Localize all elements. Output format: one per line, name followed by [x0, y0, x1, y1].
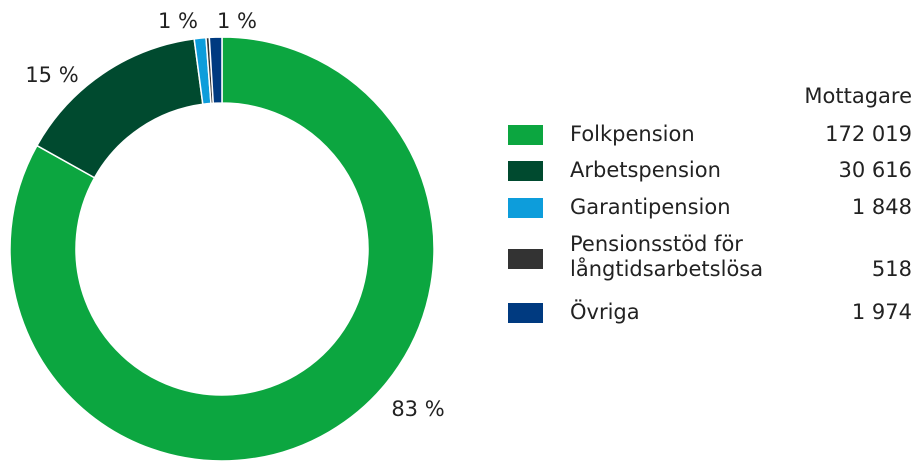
legend-swatch [508, 161, 543, 181]
percent-label: 15 % [25, 63, 78, 87]
donut-segment [35, 37, 204, 179]
legend-label: Pensionsstöd för långtidsarbetslösa [570, 232, 764, 281]
legend-value: 30 616 [838, 158, 912, 182]
percent-label: 1 % [158, 9, 198, 33]
legend-value: 518 [871, 257, 912, 281]
legend-value: 1 974 [851, 300, 912, 324]
percent-label: 1 % [217, 9, 257, 33]
legend-swatch [508, 125, 543, 145]
legend-label: Folkpension [570, 122, 695, 146]
legend-swatch [508, 198, 543, 218]
donut-segment [9, 36, 435, 462]
legend-swatch [508, 249, 543, 269]
legend-title: Mottagare [804, 84, 912, 108]
legend-label: Övriga [570, 300, 640, 324]
percent-label: 83 % [391, 397, 444, 421]
legend-value: 172 019 [825, 122, 912, 146]
legend-label: Garantipension [570, 195, 731, 219]
donut-segment [208, 36, 223, 105]
legend-swatch [508, 303, 543, 323]
legend-value: 1 848 [851, 195, 912, 219]
legend-label: Arbetspension [570, 158, 721, 182]
